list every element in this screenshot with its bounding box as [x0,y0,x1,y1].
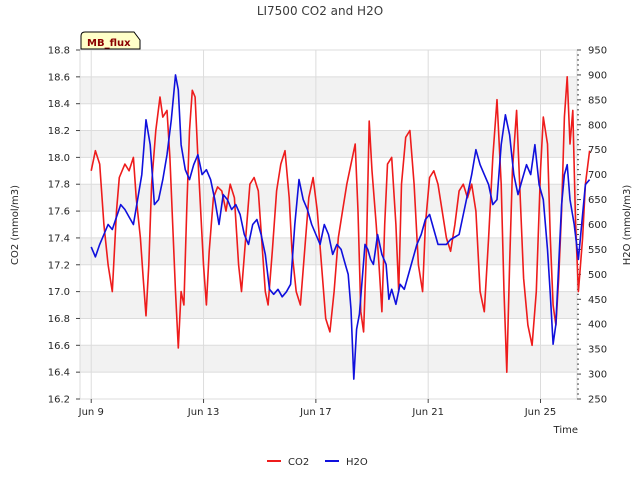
right-y-tick-label: 850 [588,95,607,106]
legend-co2-label: CO2 [288,457,309,468]
legend: CO2 H2O [267,457,368,468]
x-tick-label: Jun 9 [78,407,104,418]
right-y-tick-label: 950 [588,46,607,57]
left-y-tick-label: 17.8 [48,180,70,191]
legend-h2o-label: H2O [346,457,368,468]
left-y-tick-label: 18.2 [48,126,70,137]
right-y-tick-label: 450 [588,295,607,306]
left-y-axis-ticks: 16.2 16.4 16.6 16.8 17.0 17.2 17.4 17.6 17.8 18.0… [48,46,80,406]
band [80,345,577,373]
band [80,184,577,212]
x-axis-label: Time [553,425,578,436]
left-y-tick-label: 16.4 [48,368,70,379]
x-tick-label: Jun 17 [299,407,332,418]
left-y-axis-label: CO2 (mmol/m3) [10,185,21,265]
left-y-tick-label: 16.6 [48,341,70,352]
left-y-tick-label: 16.8 [48,314,70,325]
right-y-tick-label: 350 [588,345,607,356]
left-y-tick-label: 16.2 [48,395,70,406]
right-y-tick-label: 700 [588,170,607,181]
right-y-tick-label: 250 [588,395,607,406]
series-lines [90,74,591,380]
right-y-tick-label: 550 [588,245,607,256]
x-tick-label: Jun 25 [524,407,557,418]
left-y-tick-label: 17.6 [48,207,70,218]
plot-background-bands [80,76,577,373]
left-y-tick-label: 17.0 [48,287,70,298]
badge-label: MB_flux [87,38,131,49]
right-y-tick-label: 400 [588,320,607,331]
series-line-h2o [90,74,591,380]
right-y-tick-label: 900 [588,70,607,81]
band [80,76,577,104]
right-y-tick-label: 600 [588,220,607,231]
right-y-tick-label: 650 [588,195,607,206]
mb-flux-badge: MB_flux [80,31,141,50]
right-y-tick-label: 500 [588,270,607,281]
left-y-tick-label: 17.2 [48,260,70,271]
x-axis-ticks: Jun 9 Jun 13 Jun 17 Jun 21 Jun 25 [78,399,557,418]
right-y-axis-label: H2O (mmol/m3) [622,185,633,266]
left-y-tick-label: 18.0 [48,153,70,164]
right-y-axis-ticks: 250 300 350 400 450 500 550 600 650 700 750 800 850 9… [577,46,607,406]
left-y-tick-label: 18.6 [48,72,70,83]
right-y-tick-label: 750 [588,145,607,156]
chart-title: LI7500 CO2 and H2O [257,4,383,18]
left-y-tick-label: 17.4 [48,233,70,244]
band [80,237,577,265]
right-y-tick-label: 300 [588,370,607,381]
band [80,291,577,319]
left-y-tick-label: 18.8 [48,46,70,57]
series-line-co2 [90,76,591,373]
x-tick-label: Jun 21 [411,407,444,418]
x-tick-label: Jun 13 [187,407,220,418]
right-y-tick-label: 800 [588,120,607,131]
badge-shape [80,31,141,50]
left-y-tick-label: 18.4 [48,99,70,110]
